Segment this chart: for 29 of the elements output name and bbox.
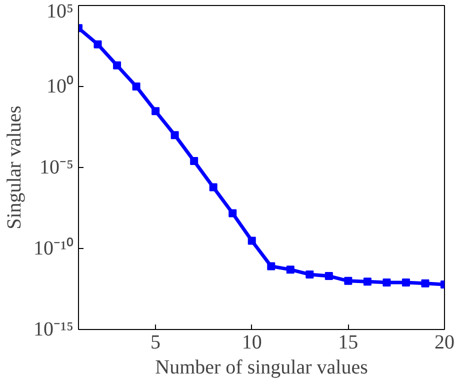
point <box>190 157 198 166</box>
point <box>402 278 410 286</box>
point <box>382 278 391 286</box>
x-tick-label: 15 <box>338 332 358 354</box>
point <box>324 272 333 280</box>
y-tick-label: 10⁻¹⁵ <box>34 318 74 340</box>
point <box>267 262 276 270</box>
x-axis-title: Number of singular values <box>155 356 368 378</box>
x-tick-label: 5 <box>150 332 161 354</box>
point <box>228 209 237 218</box>
point <box>286 266 294 274</box>
y-axis-title: Singular values <box>4 105 26 230</box>
point <box>170 131 179 140</box>
point <box>421 279 430 288</box>
y-tick-label: 10⁵ <box>46 0 74 22</box>
x-tick-label: 20 <box>434 332 454 354</box>
y-tick-label: 10⁰ <box>46 74 74 98</box>
point <box>132 82 140 90</box>
point <box>344 276 352 285</box>
x-tick-label: 10 <box>242 332 262 354</box>
point <box>209 183 218 192</box>
point <box>306 270 314 278</box>
point <box>248 236 256 245</box>
point <box>363 278 372 286</box>
point <box>152 107 160 116</box>
y-tick-label: 10⁻⁵ <box>40 156 74 178</box>
point <box>113 61 122 70</box>
y-tick-label: 10⁻¹⁰ <box>34 236 74 260</box>
point <box>94 40 102 48</box>
